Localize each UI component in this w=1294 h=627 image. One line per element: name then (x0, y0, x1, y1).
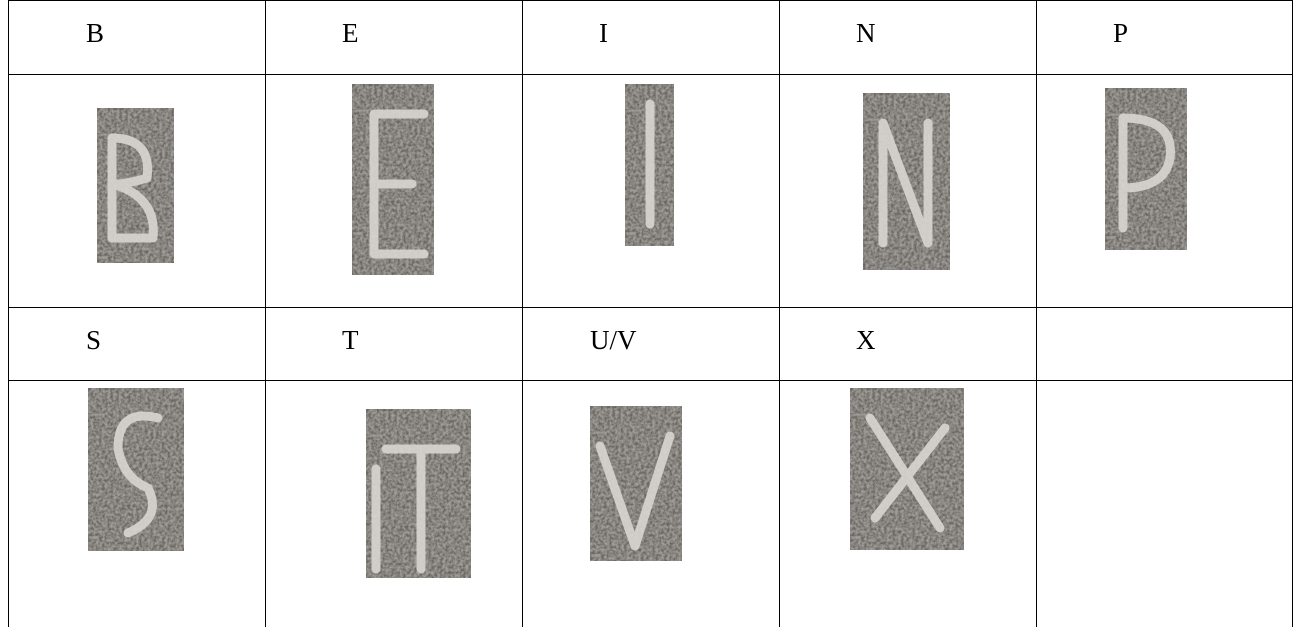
rule (522, 1, 523, 627)
letter-photo (352, 84, 434, 275)
letter-label: U/V (590, 325, 637, 355)
rule (1292, 1, 1293, 627)
letter-label: X (856, 325, 876, 355)
rule (265, 1, 266, 627)
rule (779, 1, 780, 627)
rule (8, 307, 1293, 308)
letter-photo (88, 388, 184, 551)
letter-photo (625, 84, 674, 246)
letter-label: T (342, 325, 359, 355)
rule (8, 0, 1293, 1)
letter-photo (850, 388, 964, 550)
rule (8, 74, 1293, 75)
letter-label: P (1113, 18, 1129, 48)
letter-label: B (86, 18, 105, 48)
letter-photo (1105, 88, 1187, 250)
rule (8, 1, 9, 627)
letter-photo (366, 409, 471, 578)
letter-photo (863, 93, 950, 270)
letter-photo (97, 108, 174, 263)
letter-label: S (86, 325, 102, 355)
rule (8, 380, 1293, 381)
letter-photo (590, 406, 682, 561)
letter-label: I (599, 18, 608, 48)
letter-label: N (856, 18, 876, 48)
letter-label: E (342, 18, 359, 48)
rule (1036, 1, 1037, 627)
